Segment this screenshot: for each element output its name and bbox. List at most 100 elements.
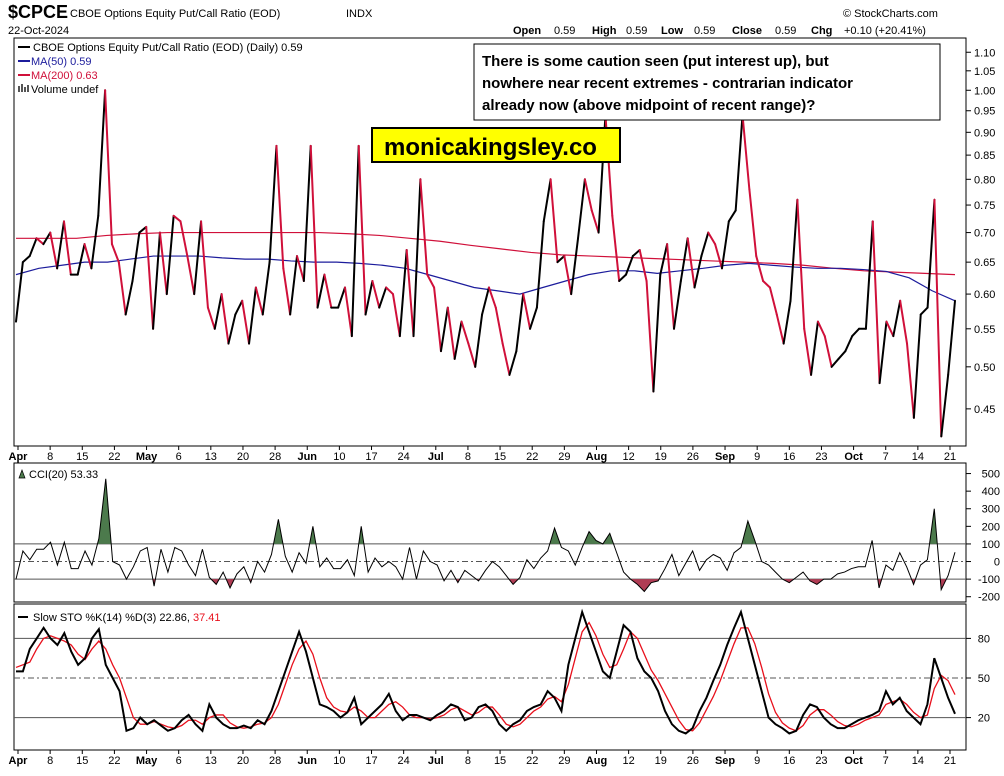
x-tick-label: 14: [912, 451, 924, 463]
legend-ma200: MA(200) 0.63: [31, 70, 98, 82]
x-tick-label: Sep: [715, 755, 735, 767]
x-tick-label: 17: [365, 755, 377, 767]
price-line-segment: [810, 320, 819, 376]
x-tick-label: 17: [365, 451, 377, 463]
price-line-segment: [638, 249, 648, 282]
x-tick-label: 19: [655, 755, 667, 767]
price-line-segment: [248, 286, 257, 345]
price-line-segment: [289, 255, 299, 316]
price-legend: CBOE Options Equity Put/Call Ratio (EOD)…: [18, 42, 303, 96]
cci-y-tick-label: -100: [978, 574, 1000, 586]
cci-oversold-fill: [226, 579, 235, 588]
x-tick-label: 19: [655, 451, 667, 463]
price-line-segment: [460, 320, 470, 345]
price-line-segment: [378, 286, 388, 309]
annotation-box: There is some caution seen (put interest…: [473, 43, 941, 121]
cci-oversold-fill: [782, 579, 794, 583]
price-line-segment: [501, 342, 511, 376]
price-line-segment: [337, 286, 346, 309]
x-tick-label: 15: [76, 451, 88, 463]
price-line-segment: [919, 306, 929, 316]
price-x-axis: Apr 8 15 22 May 6 13 20 28 Jun 10 17 24 Jul 8 15 22 29 Aug…: [9, 446, 956, 463]
x-tick-label: 8: [465, 451, 471, 463]
price-line-segment: [309, 144, 319, 309]
cci-overbought-fill: [97, 478, 112, 544]
cci-oversold-fill: [508, 579, 519, 585]
price-line-segment: [35, 237, 45, 246]
x-tick-label: 7: [883, 755, 889, 767]
x-tick-label: 28: [269, 451, 281, 463]
price-line-segment: [933, 198, 943, 438]
price-line-segment: [707, 231, 717, 246]
x-tick-label: Apr: [9, 451, 29, 463]
price-line-segment: [97, 89, 107, 217]
price-line-segment: [426, 273, 436, 289]
date-label: 22-Oct-2024: [8, 25, 69, 37]
x-tick-label: 8: [47, 451, 53, 463]
price-line-segment: [529, 306, 538, 330]
ma50-line: [15, 255, 956, 302]
x-tick-label: 6: [176, 451, 182, 463]
x-tick-label: Aug: [586, 451, 607, 463]
x-tick-label: Sep: [715, 451, 735, 463]
price-y-tick-label: 0.50: [974, 362, 995, 374]
watermark-box: monicakingsley.co: [371, 127, 621, 163]
price-line-segment: [15, 261, 24, 323]
sto-label-d-value: 37.41: [193, 612, 221, 624]
cci-legend: CCI(20) 53.33: [18, 469, 98, 481]
price-line-segment: [316, 273, 326, 309]
price-line-segment: [371, 279, 381, 309]
price-line-segment: [666, 243, 675, 330]
x-tick-label: 16: [783, 451, 795, 463]
cci-overbought-fill: [741, 521, 756, 544]
price-line-segment: [652, 273, 662, 393]
price-y-tick-label: 0.55: [974, 324, 995, 336]
legend-volume: Volume undef: [31, 84, 99, 96]
price-line-segment: [282, 267, 292, 316]
price-line-segment: [446, 306, 456, 360]
price-line-segment: [481, 286, 490, 316]
cci-y-axis: 500 400 300 200 100 0 -100 -200: [966, 469, 1000, 604]
price-line-segment: [727, 209, 737, 223]
price-line-segment: [830, 357, 840, 368]
x-tick-label: 23: [815, 451, 827, 463]
price-line-segment: [816, 320, 826, 338]
price-y-tick-label: 0.90: [974, 127, 995, 139]
price-line-segment: [145, 225, 155, 330]
price-line-segment: [515, 293, 525, 353]
price-line-segment: [474, 313, 484, 368]
x-tick-label: 6: [176, 755, 182, 767]
price-line-segment: [104, 89, 113, 246]
x-tick-label: 22: [108, 451, 120, 463]
sto-y-tick-label: 20: [978, 713, 990, 725]
close-value: 0.59: [775, 25, 796, 37]
price-line-segment: [611, 214, 621, 282]
price-line-segment: [625, 255, 634, 276]
x-tick-label: 22: [108, 755, 120, 767]
price-line-segment: [823, 335, 833, 368]
price-line-segment: [563, 255, 573, 296]
x-tick-label: 20: [237, 451, 249, 463]
price-line-segment: [131, 231, 141, 282]
x-tick-label: 8: [47, 755, 53, 767]
price-line-segment: [618, 273, 628, 282]
price-line-segment: [193, 220, 203, 296]
x-tick-label: Oct: [844, 755, 863, 767]
price-line-segment: [659, 243, 669, 276]
x-tick-label: 15: [494, 755, 506, 767]
price-line-segment: [906, 342, 915, 419]
price-line-segment: [556, 255, 566, 264]
price-line-segment: [803, 327, 813, 376]
price-line-segment: [165, 214, 175, 296]
close-label: Close: [732, 25, 762, 37]
x-tick-label: Oct: [844, 451, 863, 463]
cci-oversold-fill: [630, 579, 660, 592]
price-line-segment: [892, 299, 902, 338]
x-tick-label: 26: [687, 755, 699, 767]
price-line-segment: [405, 249, 415, 338]
x-tick-label: 24: [398, 451, 410, 463]
cci-line: [15, 478, 956, 593]
price-line-segment: [851, 327, 861, 338]
x-tick-label: Aug: [586, 755, 607, 767]
x-tick-label: Jul: [428, 451, 444, 463]
